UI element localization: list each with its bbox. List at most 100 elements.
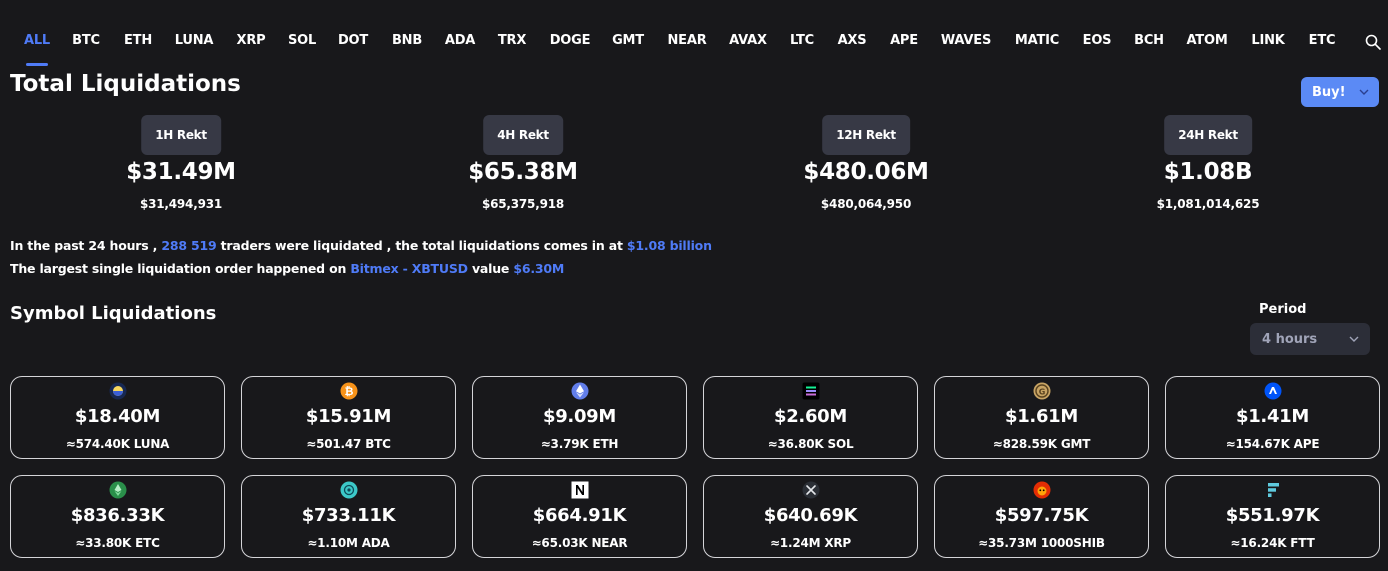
tab-atom[interactable]: ATOM [1186,33,1228,48]
xrp-icon [802,481,820,499]
tab-ltc[interactable]: LTC [790,33,814,48]
symbol-liquidation-amount: ≈1.24M XRP [769,536,852,550]
symbol-liquidation-value: $2.60M [773,406,848,427]
symbol-card-sol[interactable]: $2.60M ≈36.80K SOL [703,376,918,459]
tab-bch[interactable]: BCH [1134,33,1164,48]
rekt-exact-value: $65,375,918 [481,197,565,211]
tab-link[interactable]: LINK [1251,33,1285,48]
symbol-liquidation-amount: ≈36.80K SOL [767,437,854,451]
rekt-badge[interactable]: 12H Rekt [822,115,910,155]
rekt-exact-value: $480,064,950 [820,197,912,211]
symbol-liquidation-amount: ≈828.59K GMT [992,437,1091,451]
rekt-badge[interactable]: 24H Rekt [1164,115,1252,155]
eth-icon [571,382,589,400]
tab-ape[interactable]: APE [890,33,918,48]
symbol-card-ape[interactable]: $1.41M ≈154.67K APE [1165,376,1380,459]
symbol-liquidation-amount: ≈35.73M 1000SHIB [978,536,1105,550]
symbol-card-ftt[interactable]: $551.97K ≈16.24K FTT [1165,475,1380,558]
buy-button[interactable]: Buy! [1301,77,1379,107]
tab-xrp[interactable]: XRP [236,33,266,48]
symbol-card-gmt[interactable]: G $1.61M ≈828.59K GMT [934,376,1149,459]
rekt-badge[interactable]: 1H Rekt [141,115,221,155]
tab-axs[interactable]: AXS [837,33,867,48]
symbol-liquidation-amount: ≈65.03K NEAR [531,536,628,550]
search-icon[interactable] [1365,34,1381,50]
ftt-icon [1264,481,1282,499]
rekt-value: $480.06M [803,159,929,185]
chevron-down-icon [1358,86,1370,98]
tab-trx[interactable]: TRX [497,33,527,48]
tab-doge[interactable]: DOGE [549,33,591,48]
symbol-card-shib[interactable]: $597.75K ≈35.73M 1000SHIB [934,475,1149,558]
symbol-liquidation-amount: ≈16.24K FTT [1230,536,1315,550]
symbol-liquidation-value: $18.40M [74,406,161,427]
tab-gmt[interactable]: GMT [612,33,644,48]
page-title: Total Liquidations [10,71,241,97]
tab-near[interactable]: NEAR [667,33,707,48]
summary-line-2: The largest single liquidation order hap… [10,261,565,276]
active-tab-indicator [26,63,48,66]
rekt-exact-value: $31,494,931 [139,197,223,211]
rekt-badge[interactable]: 4H Rekt [483,115,563,155]
symbol-liquidation-amount: ≈33.80K ETC [75,536,160,550]
svg-text:G: G [1038,387,1045,396]
shib-icon [1033,481,1051,499]
tab-matic[interactable]: MATIC [1014,33,1060,48]
rekt-value: $65.38M [468,159,578,185]
tab-all[interactable]: ALL [23,33,51,48]
largest-order-value: $6.30M [513,261,565,276]
total-liquidation: $1.08 billion [626,238,712,253]
symbol-liquidation-value: $1.41M [1235,406,1310,427]
ape-icon [1264,382,1282,400]
tab-sol[interactable]: SOL [287,33,317,48]
period-select-value: 4 hours [1262,331,1318,347]
symbol-liquidation-value: $733.11K [301,505,396,526]
symbol-card-eth[interactable]: $9.09M ≈3.79K ETH [472,376,687,459]
symbol-card-etc[interactable]: $836.33K ≈33.80K ETC [10,475,225,558]
tab-eth[interactable]: ETH [123,33,153,48]
trader-count: 288 519 [161,238,217,253]
ada-icon [340,481,358,499]
tab-eos[interactable]: EOS [1082,33,1112,48]
exchange-link[interactable]: Bitmex - XBTUSD [350,261,468,276]
symbol-card-near[interactable]: $664.91K ≈65.03K NEAR [472,475,687,558]
tab-waves[interactable]: WAVES [940,33,992,48]
symbol-liquidation-value: $597.75K [994,505,1089,526]
symbol-tabs: ALL BTC ETH LUNA XRP SOL DOT BNB ADA TRX… [0,0,1388,66]
symbol-liquidation-value: $640.69K [763,505,858,526]
summary-line-1: In the past 24 hours , 288 519 traders w… [10,238,712,253]
tab-btc[interactable]: BTC [72,33,100,48]
tab-dot[interactable]: DOT [337,33,369,48]
etc-icon [109,481,127,499]
symbol-liquidation-amount: ≈1.10M ADA [307,536,390,550]
tab-bnb[interactable]: BNB [391,33,423,48]
tab-etc[interactable]: ETC [1308,33,1336,48]
symbol-liquidation-value: $15.91M [305,406,392,427]
symbol-liquidation-amount: ≈3.79K ETH [540,437,619,451]
svg-text:₿: ₿ [344,385,353,398]
rekt-value: $31.49M [126,159,236,185]
symbol-liquidation-amount: ≈501.47 BTC [306,437,391,451]
tab-luna[interactable]: LUNA [174,33,214,48]
symbol-card-btc[interactable]: ₿ $15.91M ≈501.47 BTC [241,376,456,459]
period-label: Period [1259,302,1307,317]
symbol-card-xrp[interactable]: $640.69K ≈1.24M XRP [703,475,918,558]
period-select[interactable]: 4 hours [1250,323,1370,355]
rekt-exact-value: $1,081,014,625 [1156,197,1260,211]
btc-icon: ₿ [340,382,358,400]
symbol-liquidation-value: $9.09M [542,406,617,427]
near-icon [571,481,589,499]
chevron-down-icon [1348,333,1360,345]
sol-icon [802,382,820,400]
section-title: Symbol Liquidations [10,303,217,324]
symbol-liquidation-value: $1.61M [1004,406,1079,427]
symbol-liquidation-value: $664.91K [532,505,627,526]
symbol-liquidation-amount: ≈574.40K LUNA [65,437,170,451]
symbol-liquidation-amount: ≈154.67K APE [1225,437,1320,451]
tab-avax[interactable]: AVAX [729,33,767,48]
gmt-icon: G [1033,382,1051,400]
symbol-card-luna[interactable]: $18.40M ≈574.40K LUNA [10,376,225,459]
symbol-liquidation-value: $836.33K [70,505,165,526]
symbol-card-ada[interactable]: $733.11K ≈1.10M ADA [241,475,456,558]
tab-ada[interactable]: ADA [444,33,476,48]
